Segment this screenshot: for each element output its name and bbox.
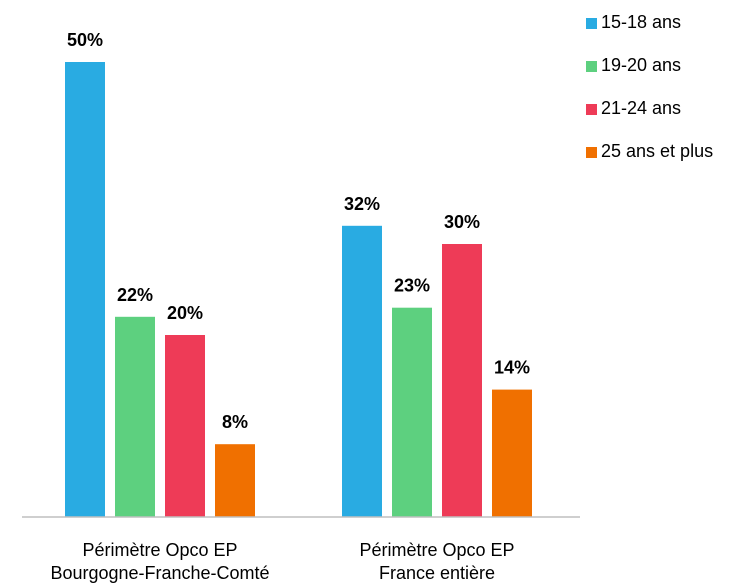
legend-swatch bbox=[586, 104, 597, 115]
category-label: France entière bbox=[379, 563, 495, 583]
bar-2-series-1 bbox=[342, 225, 382, 518]
value-label: 22% bbox=[117, 285, 153, 305]
legend-swatch bbox=[586, 147, 597, 158]
legend-swatch bbox=[586, 61, 597, 72]
legend-label: 15-18 ans bbox=[601, 12, 681, 32]
legend-label: 25 ans et plus bbox=[601, 141, 713, 161]
value-label: 14% bbox=[494, 358, 530, 378]
legend-label: 19-20 ans bbox=[601, 55, 681, 75]
bar-1-series-1 bbox=[65, 62, 105, 517]
bar-2-series-3 bbox=[442, 244, 482, 517]
legend-swatch bbox=[586, 18, 597, 29]
category-labels-group: Périmètre Opco EP Bourgogne-Franche-Comté… bbox=[50, 540, 514, 583]
category-label: Périmètre Opco EP bbox=[82, 540, 237, 560]
bar-1-series-4 bbox=[215, 444, 255, 517]
bar-2-series-4 bbox=[492, 389, 532, 517]
bar-2-series-2 bbox=[392, 307, 432, 517]
value-label: 30% bbox=[444, 212, 480, 232]
value-label: 20% bbox=[167, 303, 203, 323]
value-label: 50% bbox=[67, 30, 103, 50]
bar-1-series-3 bbox=[165, 335, 205, 517]
value-label: 23% bbox=[394, 276, 430, 296]
legend: 15-18 ans 19-20 ans 21-24 ans 25 ans et plu… bbox=[586, 12, 713, 161]
value-label: 8% bbox=[222, 412, 248, 432]
legend-label: 21-24 ans bbox=[601, 98, 681, 118]
value-labels-group: 50% 22% 20% 8% 32% 23% 30% 14% bbox=[67, 30, 530, 432]
bars-group bbox=[65, 62, 532, 518]
category-label: Bourgogne-Franche-Comté bbox=[50, 563, 269, 583]
bar-1-series-2 bbox=[115, 316, 155, 517]
category-label: Périmètre Opco EP bbox=[359, 540, 514, 560]
value-label: 32% bbox=[344, 194, 380, 214]
